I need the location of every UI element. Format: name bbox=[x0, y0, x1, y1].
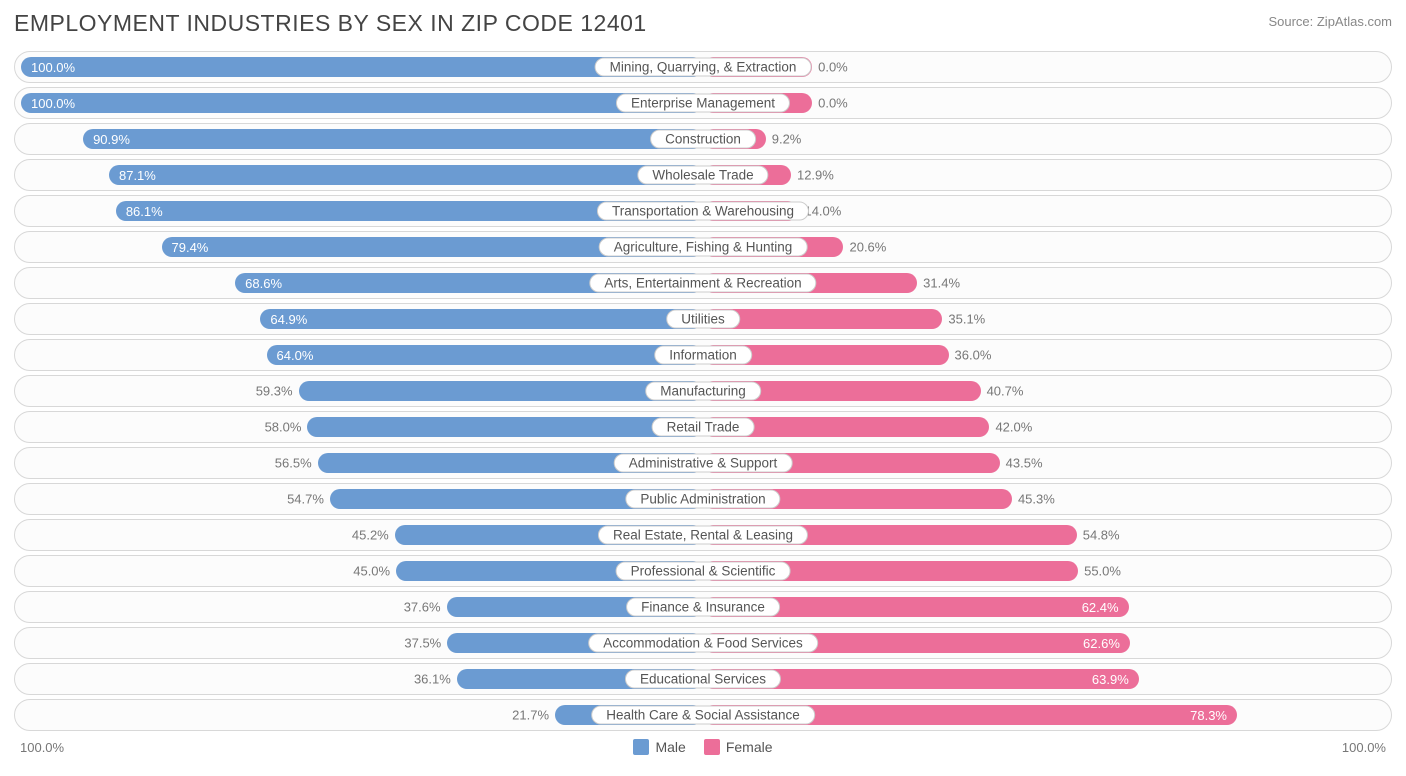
chart-row: 37.5% 62.6% Accommodation & Food Services bbox=[14, 627, 1392, 659]
diverging-bar-chart: 100.0% 0.0% Mining, Quarrying, & Extractio… bbox=[14, 51, 1392, 731]
chart-row: 45.0% 55.0% Professional & Scientific bbox=[14, 555, 1392, 587]
value-male: 79.4% bbox=[162, 240, 219, 255]
value-male: 45.0% bbox=[353, 564, 390, 579]
value-female: 36.0% bbox=[955, 348, 992, 363]
value-male: 37.6% bbox=[404, 600, 441, 615]
row-label: Wholesale Trade bbox=[637, 166, 768, 185]
value-female: 0.0% bbox=[818, 60, 848, 75]
value-female: 31.4% bbox=[923, 276, 960, 291]
chart-row: 37.6% 62.4% Finance & Insurance bbox=[14, 591, 1392, 623]
value-male: 100.0% bbox=[21, 60, 85, 75]
value-female: 9.2% bbox=[772, 132, 802, 147]
row-label: Transportation & Warehousing bbox=[597, 202, 809, 221]
legend-item-male: Male bbox=[633, 739, 685, 755]
bar-male: 58.0% bbox=[307, 417, 703, 437]
row-label: Enterprise Management bbox=[616, 94, 790, 113]
value-male: 87.1% bbox=[109, 168, 166, 183]
legend-swatch-male bbox=[633, 739, 649, 755]
value-male: 64.9% bbox=[260, 312, 317, 327]
value-female: 40.7% bbox=[987, 384, 1024, 399]
chart-row: 90.9% 9.2% Construction bbox=[14, 123, 1392, 155]
value-male: 45.2% bbox=[352, 528, 389, 543]
chart-row: 86.1% 14.0%Transportation & Warehousing bbox=[14, 195, 1392, 227]
chart-row: 54.7% 45.3% Public Administration bbox=[14, 483, 1392, 515]
chart-row: 36.1% 63.9% Educational Services bbox=[14, 663, 1392, 695]
value-male: 21.7% bbox=[512, 708, 549, 723]
legend-swatch-female bbox=[704, 739, 720, 755]
bar-male: 87.1% bbox=[109, 165, 703, 185]
value-female: 62.6% bbox=[1073, 636, 1130, 651]
chart-row: 64.9% 35.1% Utilities bbox=[14, 303, 1392, 335]
bar-male: 90.9% bbox=[83, 129, 703, 149]
chart-footer: 100.0% Male Female 100.0% bbox=[14, 739, 1392, 755]
row-label: Utilities bbox=[666, 310, 740, 329]
value-female: 14.0% bbox=[804, 204, 841, 219]
bar-male: 64.0% bbox=[267, 345, 703, 365]
row-label: Information bbox=[654, 346, 752, 365]
value-female: 55.0% bbox=[1084, 564, 1121, 579]
row-label: Agriculture, Fishing & Hunting bbox=[599, 238, 808, 257]
chart-title: EMPLOYMENT INDUSTRIES BY SEX IN ZIP CODE… bbox=[14, 10, 647, 37]
chart-row: 100.0% 0.0% Mining, Quarrying, & Extractio… bbox=[14, 51, 1392, 83]
value-male: 68.6% bbox=[235, 276, 292, 291]
axis-right-label: 100.0% bbox=[1342, 740, 1386, 755]
chart-row: 59.3% 40.7% Manufacturing bbox=[14, 375, 1392, 407]
chart-row: 56.5% 43.5% Administrative & Support bbox=[14, 447, 1392, 479]
row-label: Mining, Quarrying, & Extraction bbox=[595, 58, 812, 77]
value-female: 78.3% bbox=[1180, 708, 1237, 723]
chart-row: 21.7% 78.3% Health Care & Social Assistanc… bbox=[14, 699, 1392, 731]
axis-left-label: 100.0% bbox=[20, 740, 64, 755]
value-male: 36.1% bbox=[414, 672, 451, 687]
legend-label-male: Male bbox=[655, 739, 685, 755]
row-label: Public Administration bbox=[625, 490, 780, 509]
row-label: Health Care & Social Assistance bbox=[591, 706, 815, 725]
value-male: 86.1% bbox=[116, 204, 173, 219]
value-female: 63.9% bbox=[1082, 672, 1139, 687]
row-label: Educational Services bbox=[625, 670, 781, 689]
row-label: Real Estate, Rental & Leasing bbox=[598, 526, 808, 545]
chart-header: EMPLOYMENT INDUSTRIES BY SEX IN ZIP CODE… bbox=[14, 10, 1392, 37]
chart-row: 100.0% 0.0% Enterprise Management bbox=[14, 87, 1392, 119]
bar-male: 59.3% bbox=[299, 381, 703, 401]
value-female: 12.9% bbox=[797, 168, 834, 183]
chart-row: 58.0% 42.0% Retail Trade bbox=[14, 411, 1392, 443]
value-female: 35.1% bbox=[948, 312, 985, 327]
legend-item-female: Female bbox=[704, 739, 773, 755]
row-label: Professional & Scientific bbox=[616, 562, 791, 581]
chart-row: 68.6% 31.4% Arts, Entertainment & Recreati… bbox=[14, 267, 1392, 299]
value-male: 56.5% bbox=[275, 456, 312, 471]
value-male: 59.3% bbox=[256, 384, 293, 399]
value-female: 62.4% bbox=[1072, 600, 1129, 615]
row-label: Manufacturing bbox=[645, 382, 761, 401]
value-female: 42.0% bbox=[995, 420, 1032, 435]
value-male: 64.0% bbox=[267, 348, 324, 363]
bar-male: 100.0% bbox=[21, 93, 703, 113]
row-label: Retail Trade bbox=[652, 418, 755, 437]
value-male: 54.7% bbox=[287, 492, 324, 507]
chart-source: Source: ZipAtlas.com bbox=[1268, 10, 1392, 29]
bar-male: 64.9% bbox=[260, 309, 703, 329]
value-female: 20.6% bbox=[849, 240, 886, 255]
row-label: Arts, Entertainment & Recreation bbox=[589, 274, 816, 293]
chart-row: 79.4% 20.6% Agriculture, Fishing & Hunting bbox=[14, 231, 1392, 263]
chart-row: 45.2% 54.8% Real Estate, Rental & Leasing bbox=[14, 519, 1392, 551]
value-female: 43.5% bbox=[1006, 456, 1043, 471]
value-female: 45.3% bbox=[1018, 492, 1055, 507]
value-male: 100.0% bbox=[21, 96, 85, 111]
legend-label-female: Female bbox=[726, 739, 773, 755]
value-female: 54.8% bbox=[1083, 528, 1120, 543]
legend: Male Female bbox=[633, 739, 772, 755]
value-male: 37.5% bbox=[404, 636, 441, 651]
chart-row: 87.1% 12.9% Wholesale Trade bbox=[14, 159, 1392, 191]
row-label: Administrative & Support bbox=[614, 454, 793, 473]
chart-row: 64.0% 36.0% Information bbox=[14, 339, 1392, 371]
value-female: 0.0% bbox=[818, 96, 848, 111]
value-male: 58.0% bbox=[265, 420, 302, 435]
row-label: Construction bbox=[650, 130, 756, 149]
row-label: Finance & Insurance bbox=[626, 598, 780, 617]
value-male: 90.9% bbox=[83, 132, 140, 147]
row-label: Accommodation & Food Services bbox=[588, 634, 818, 653]
